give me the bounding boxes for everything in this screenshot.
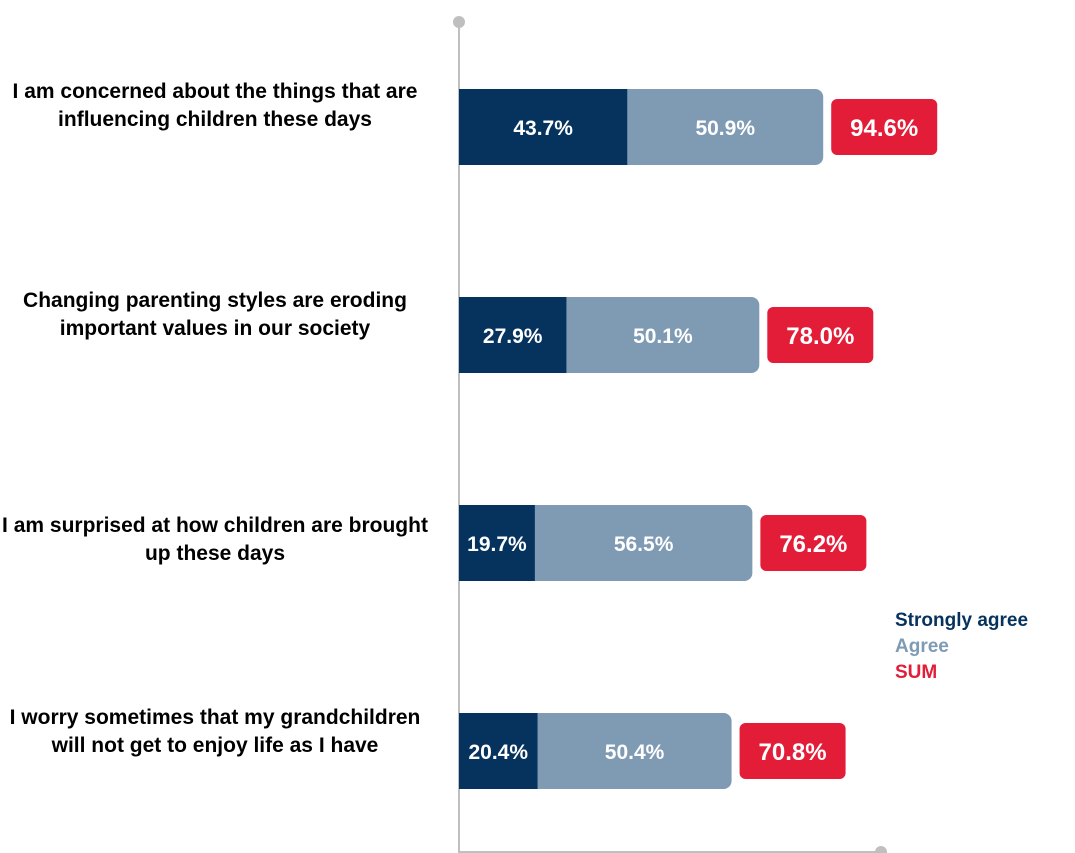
sum-label: 78.0% <box>786 323 854 350</box>
data-label-agree: 50.1% <box>633 325 693 348</box>
data-label-strongly-agree: 19.7% <box>467 533 527 556</box>
sum-label: 76.2% <box>779 531 847 558</box>
bar-strongly-agree <box>459 505 535 581</box>
bar-agree <box>524 505 753 581</box>
data-label-agree: 50.9% <box>695 117 755 140</box>
bar-strongly-agree <box>459 297 567 373</box>
sum-badge <box>760 515 867 571</box>
sum-label: 70.8% <box>759 739 827 766</box>
data-label-strongly-agree: 43.7% <box>513 117 573 140</box>
x-axis-end-marker <box>875 846 887 853</box>
sum-badge <box>739 723 846 779</box>
category-label-4: I worry sometimes that my grandchildren … <box>9 706 421 757</box>
y-axis-end-marker <box>453 16 465 28</box>
data-label-agree: 50.4% <box>605 741 665 764</box>
category-label-3: I am surprised at how children are broug… <box>2 514 428 565</box>
data-label-agree: 56.5% <box>614 533 674 556</box>
bar-agree <box>556 297 760 373</box>
legend-item-sum: SUM <box>895 662 938 683</box>
data-label-strongly-agree: 20.4% <box>468 741 528 764</box>
legend: Strongly agree Agree SUM <box>895 608 1028 686</box>
data-label-strongly-agree: 27.9% <box>483 325 543 348</box>
category-label-2: Changing parenting styles are eroding im… <box>23 289 407 340</box>
bar-agree <box>617 89 824 165</box>
bar-agree <box>527 713 732 789</box>
sum-badge <box>831 99 938 155</box>
bar-strongly-agree <box>459 713 538 789</box>
category-label-1: I am concerned about the things that are… <box>12 80 418 131</box>
sum-badge <box>767 307 874 363</box>
sum-label: 94.6% <box>850 115 918 142</box>
legend-item-strongly-agree: Strongly agree <box>895 610 1029 631</box>
legend-item-agree: Agree <box>895 636 949 657</box>
bar-strongly-agree <box>459 89 628 165</box>
